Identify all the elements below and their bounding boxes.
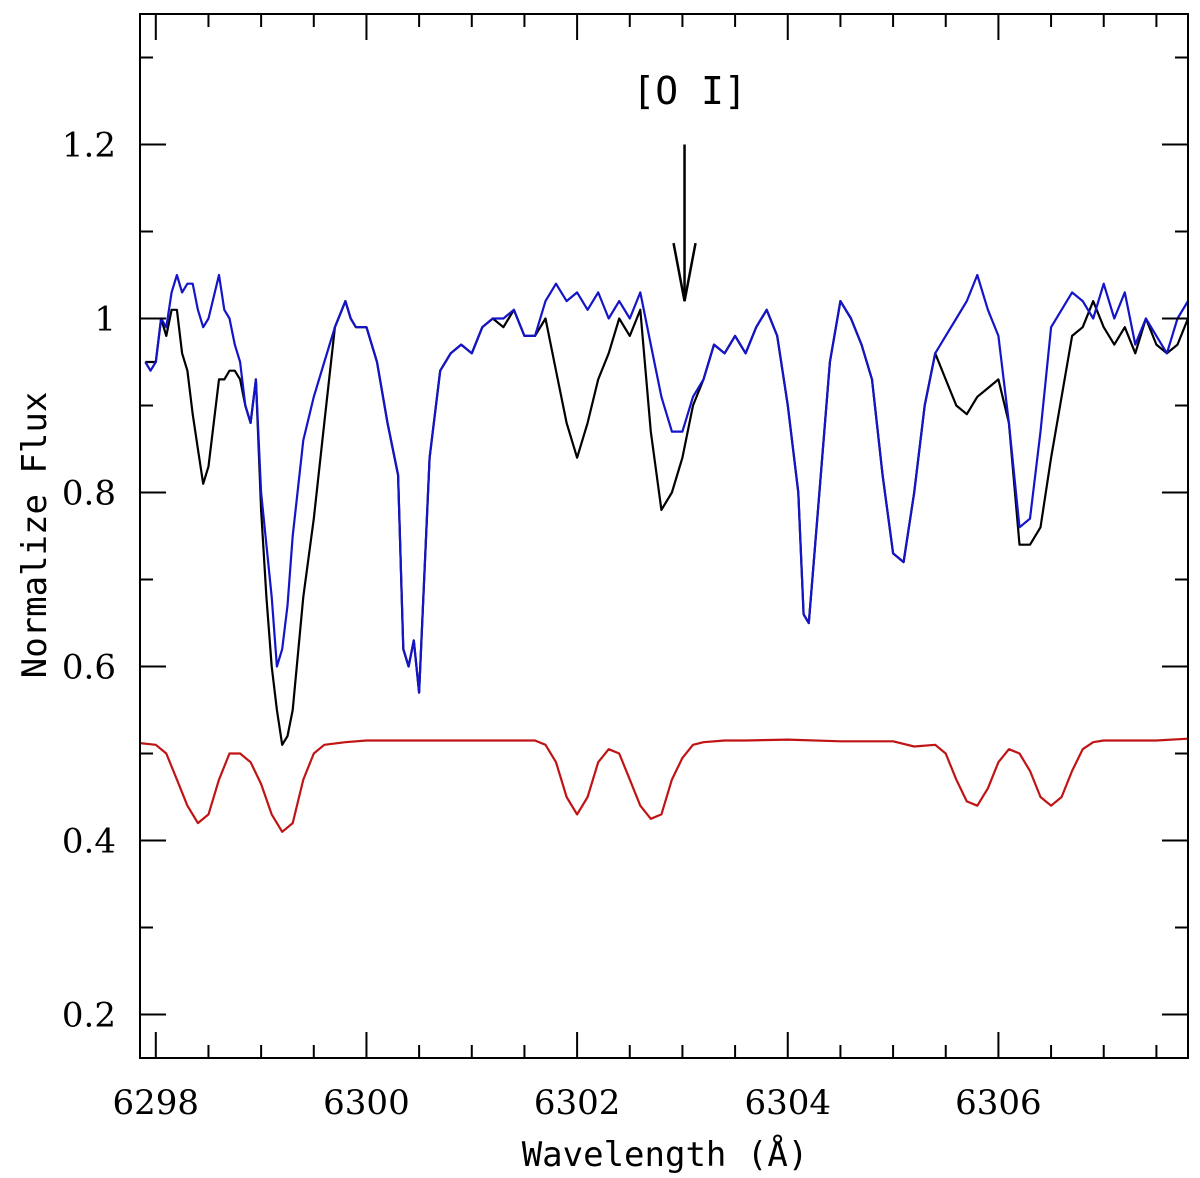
plot-frame — [139, 13, 1189, 1059]
y-tick-label: 1 — [94, 300, 116, 340]
x-tick-label: 6300 — [323, 1083, 410, 1123]
y-tick-label: 0.8 — [62, 474, 116, 514]
y-tick-label: 0.2 — [62, 996, 116, 1036]
x-tick-label: 6302 — [534, 1083, 621, 1123]
tick-labels: 6298 6300 6302 6304 6306 0.2 0.4 0.6 0.8 1 1.2 — [62, 126, 1042, 1124]
oi-arrow-head — [672, 242, 697, 302]
x-axis-title: Wavelength (Å) — [522, 1134, 809, 1175]
y-tick-label: 1.2 — [62, 126, 116, 166]
series-line-telluric — [140, 737, 1188, 833]
x-tick-label: 6298 — [113, 1083, 200, 1123]
y-tick-label: 0.6 — [62, 648, 116, 688]
oi-label: [O I] — [632, 69, 746, 113]
x-tick-label: 6306 — [955, 1083, 1042, 1123]
y-tick-label: 0.4 — [62, 822, 116, 862]
x-tick-label: 6304 — [744, 1083, 831, 1123]
axis-ticks — [140, 14, 1188, 1058]
series-line-synthetic — [144, 273, 1188, 694]
plot-area — [140, 273, 1188, 833]
oi-annotation: [O I] — [632, 69, 747, 302]
y-axis-title: Normalize Flux — [15, 392, 55, 679]
